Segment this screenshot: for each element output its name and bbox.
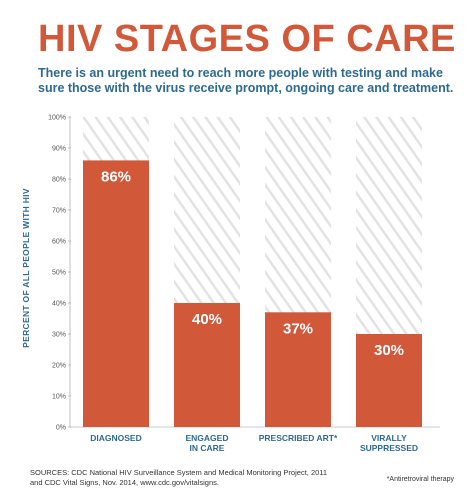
- y-tick-label: 90%: [52, 146, 66, 153]
- bar: [174, 303, 240, 427]
- y-tick-label: 50%: [52, 270, 66, 277]
- footnote: *Antiretroviral therapy: [386, 476, 454, 483]
- y-tick-label: 30%: [52, 332, 66, 339]
- y-axis-title: PERCENT OF ALL PEOPLE WITH HIV: [21, 188, 31, 348]
- data-label: 30%: [374, 342, 404, 359]
- category-label: ENGAGED IN CARE: [186, 433, 229, 453]
- bar: [356, 334, 422, 427]
- y-tick-label: 0%: [56, 425, 66, 432]
- y-tick-label: 70%: [52, 208, 66, 215]
- category-label: DIAGNOSED: [90, 433, 141, 443]
- data-label: 37%: [283, 320, 313, 337]
- page-title: HIV STAGES OF CARE: [38, 18, 456, 60]
- page-subtitle: There is an urgent need to reach more pe…: [38, 66, 454, 95]
- y-tick-label: 10%: [52, 394, 66, 401]
- sources-note: SOURCES: CDC National HIV Surveillance S…: [30, 468, 328, 487]
- category-label: VIRALLY SUPPRESSED: [360, 433, 418, 453]
- bar: [83, 160, 149, 427]
- y-tick-label: 60%: [52, 239, 66, 246]
- y-tick-label: 80%: [52, 177, 66, 184]
- bar: [265, 312, 331, 427]
- data-label: 86%: [101, 168, 131, 185]
- data-label: 40%: [192, 311, 222, 328]
- y-tick-label: 40%: [52, 301, 66, 308]
- y-tick-label: 100%: [48, 115, 66, 122]
- category-label: PRESCRIBED ART*: [259, 433, 338, 443]
- y-tick-label: 20%: [52, 363, 66, 370]
